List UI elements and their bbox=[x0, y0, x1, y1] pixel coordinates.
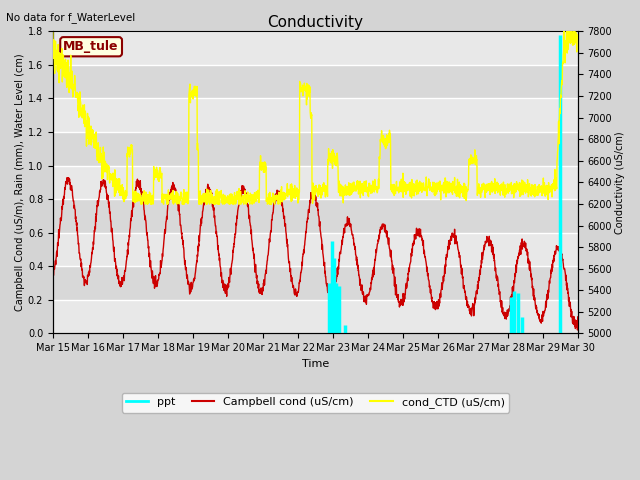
Bar bbox=[53, 233, 578, 266]
Bar bbox=[53, 65, 578, 98]
X-axis label: Time: Time bbox=[301, 359, 329, 369]
Text: No data for f_WaterLevel: No data for f_WaterLevel bbox=[6, 12, 136, 23]
Text: MB_tule: MB_tule bbox=[63, 40, 119, 53]
Bar bbox=[53, 98, 578, 132]
Y-axis label: Campbell Cond (uS/m), Rain (mm), Water Level (cm): Campbell Cond (uS/m), Rain (mm), Water L… bbox=[15, 53, 25, 311]
Title: Conductivity: Conductivity bbox=[268, 15, 364, 30]
Bar bbox=[53, 31, 578, 65]
Bar bbox=[53, 132, 578, 166]
Legend: ppt, Campbell cond (uS/cm), cond_CTD (uS/cm): ppt, Campbell cond (uS/cm), cond_CTD (uS… bbox=[122, 393, 509, 412]
Bar bbox=[53, 266, 578, 300]
Bar bbox=[53, 300, 578, 334]
Y-axis label: Conductivity (uS/cm): Conductivity (uS/cm) bbox=[615, 131, 625, 234]
Bar bbox=[53, 199, 578, 233]
Bar bbox=[53, 166, 578, 199]
